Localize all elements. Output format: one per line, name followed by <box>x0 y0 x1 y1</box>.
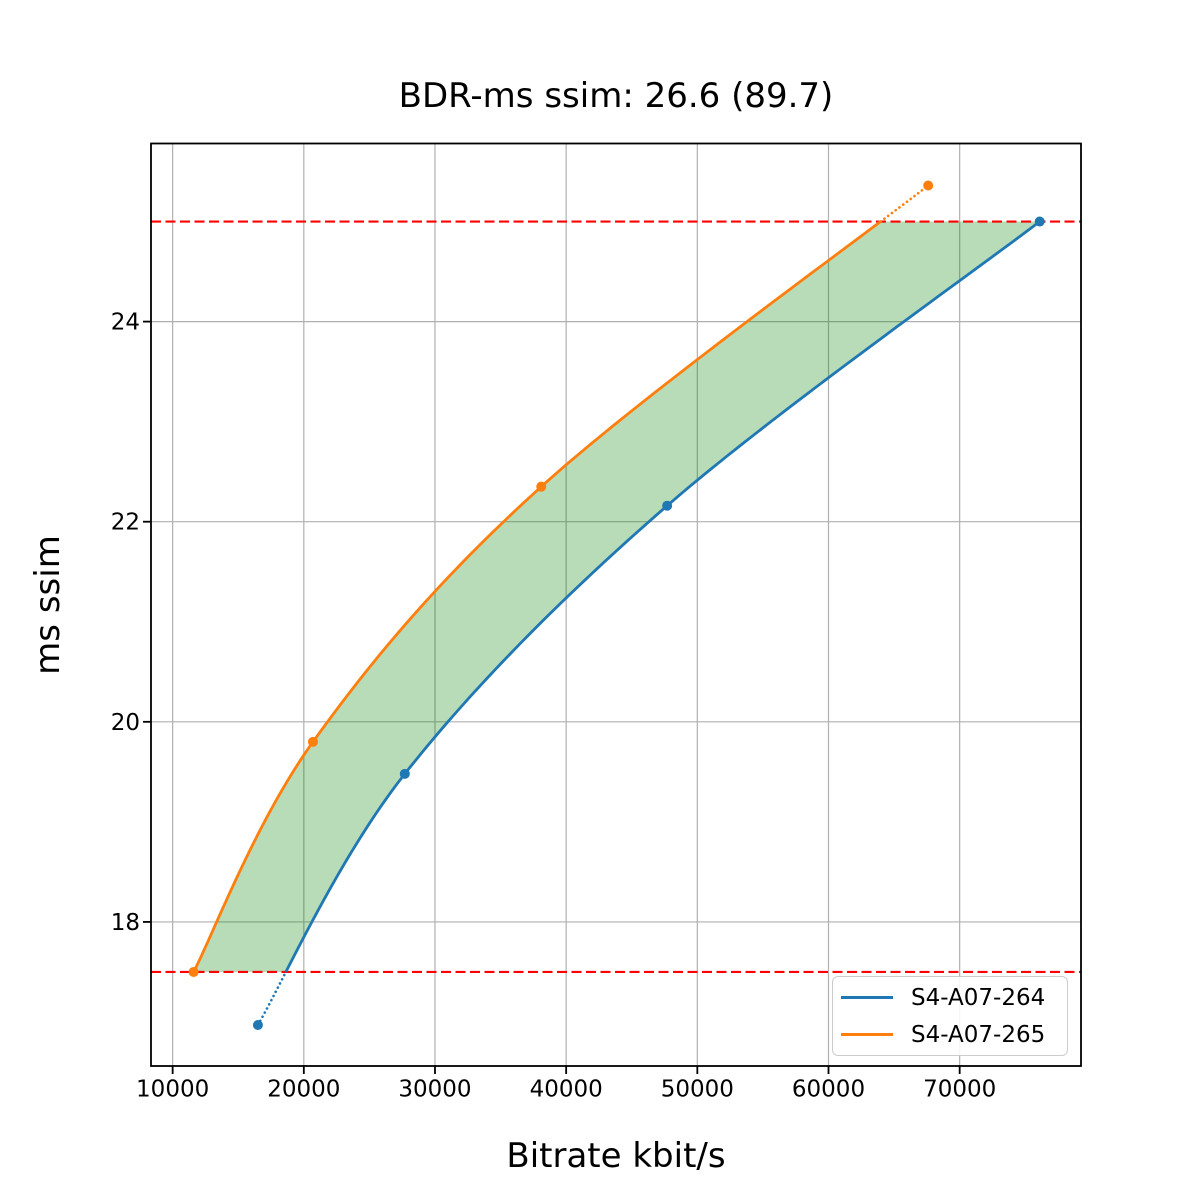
x-tick-label: 70000 <box>923 1077 996 1103</box>
data-point-marker <box>399 768 410 779</box>
x-axis-label: Bitrate kbit/s <box>506 1136 726 1176</box>
data-point-marker <box>188 966 199 977</box>
chart-title: BDR-ms ssim: 26.6 (89.7) <box>398 76 834 116</box>
legend-entry-s4-a07-264: S4-A07-264 <box>833 981 1067 1015</box>
data-point-marker <box>536 481 547 492</box>
legend: S4-A07-264 S4-A07-265 <box>832 976 1068 1056</box>
series-curve-solid <box>192 220 882 973</box>
series-curve-dotted <box>256 970 288 1027</box>
y-tick-label: 24 <box>111 310 140 336</box>
legend-line-sample-orange <box>841 1033 893 1036</box>
legend-line-sample-blue <box>841 996 893 999</box>
legend-entry-s4-a07-265: S4-A07-265 <box>833 1018 1067 1052</box>
x-tick-label: 60000 <box>792 1077 865 1103</box>
data-point-marker <box>307 736 318 747</box>
data-point-marker <box>1034 216 1045 227</box>
data-point-marker <box>662 500 673 511</box>
data-point-marker <box>923 180 934 191</box>
y-tick-label: 20 <box>111 710 140 736</box>
bd-overlap-fill <box>193 221 1040 972</box>
x-tick-label: 40000 <box>530 1077 603 1103</box>
x-tick-label: 30000 <box>398 1077 471 1103</box>
x-tick-label: 10000 <box>136 1077 209 1103</box>
plot-border <box>150 142 1082 1067</box>
y-axis-label: ms ssim <box>28 535 68 675</box>
x-tick-label: 50000 <box>661 1077 734 1103</box>
data-point-marker <box>252 1019 263 1030</box>
series-curve-dotted <box>879 184 930 223</box>
y-tick-label: 18 <box>111 910 140 936</box>
legend-label: S4-A07-265 <box>911 1021 1046 1048</box>
legend-label: S4-A07-264 <box>911 984 1046 1011</box>
y-tick-label: 22 <box>111 510 140 536</box>
x-tick-label: 20000 <box>267 1077 340 1103</box>
series-curve-solid <box>284 220 1041 973</box>
